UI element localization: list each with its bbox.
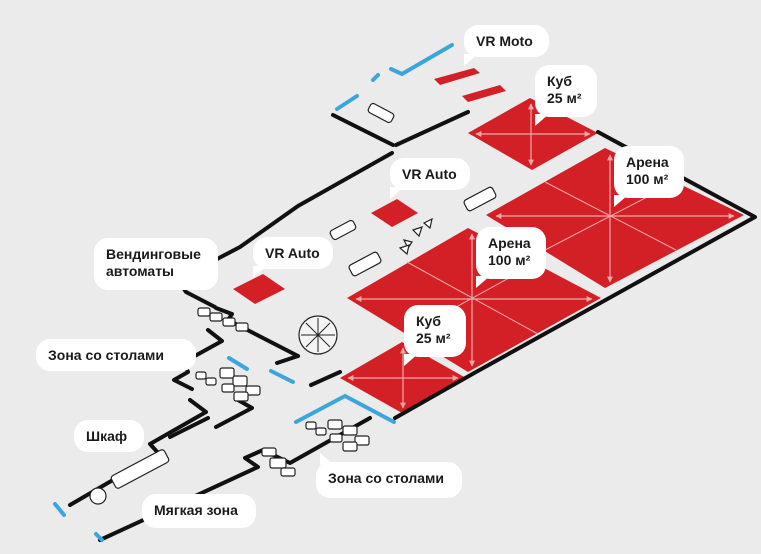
dome-device bbox=[301, 318, 335, 352]
label-soft-zone[interactable]: Мягкая зона bbox=[142, 494, 256, 528]
windows bbox=[53, 43, 454, 542]
label-arena-right-area: 100 м² bbox=[626, 171, 669, 187]
label-arena-center-name: Арена bbox=[488, 235, 531, 251]
label-arena-center-area: 100 м² bbox=[488, 252, 531, 268]
label-tables-right[interactable]: Зона со столами bbox=[316, 453, 462, 498]
label-arena-right[interactable]: Арена 100 м² bbox=[614, 146, 684, 207]
label-vr-auto-lower-text: VR Auto bbox=[265, 245, 320, 261]
vr-auto-pad-upper[interactable] bbox=[371, 199, 418, 227]
label-cube-top[interactable]: Куб 25 м² bbox=[535, 65, 597, 126]
label-cube-bottom[interactable]: Куб 25 м² bbox=[404, 305, 466, 366]
arena-zone-right[interactable] bbox=[486, 148, 744, 288]
label-soft-zone-text: Мягкая зона bbox=[154, 502, 238, 518]
label-vending-text: Вендинговые автоматы bbox=[106, 246, 201, 279]
vr-auto-pad-lower[interactable] bbox=[233, 274, 285, 304]
label-wardrobe[interactable]: Шкаф bbox=[74, 420, 144, 452]
cube-zone-bottom[interactable] bbox=[340, 342, 466, 413]
label-vr-moto-text: VR Moto bbox=[476, 33, 533, 49]
label-cube-bottom-area: 25 м² bbox=[416, 330, 451, 346]
label-tables-right-text: Зона со столами bbox=[328, 470, 444, 486]
label-wardrobe-text: Шкаф bbox=[86, 428, 128, 444]
label-cube-bottom-name: Куб bbox=[416, 313, 441, 329]
cube-zone-top[interactable] bbox=[468, 98, 598, 170]
label-vr-moto[interactable]: VR Moto bbox=[464, 25, 549, 66]
label-vr-auto-upper-text: VR Auto bbox=[402, 166, 457, 182]
label-cube-top-area: 25 м² bbox=[547, 90, 582, 106]
label-arena-right-name: Арена bbox=[626, 154, 669, 170]
vr-moto-pads[interactable] bbox=[434, 68, 506, 102]
label-tables-left-text: Зона со столами bbox=[48, 347, 164, 363]
label-cube-top-name: Куб bbox=[547, 73, 572, 89]
label-tables-left[interactable]: Зона со столами bbox=[36, 339, 196, 371]
label-vr-auto-lower[interactable]: VR Auto bbox=[253, 237, 333, 278]
label-vending[interactable]: Вендинговые автоматы bbox=[94, 238, 218, 290]
label-arena-center[interactable]: Арена 100 м² bbox=[476, 227, 546, 288]
label-vr-auto-upper[interactable]: VR Auto bbox=[390, 158, 470, 199]
